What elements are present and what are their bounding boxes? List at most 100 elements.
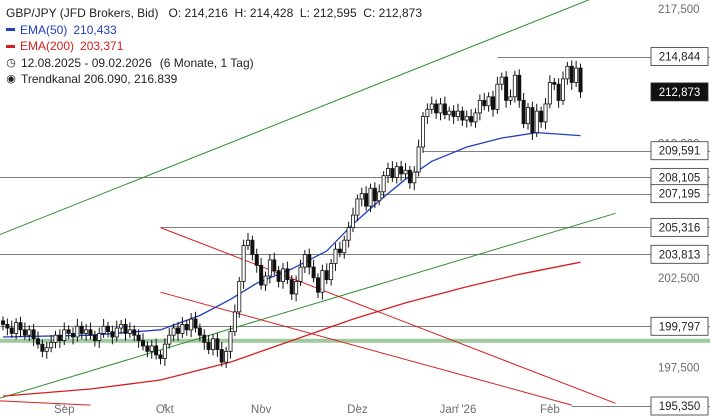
candle — [154, 338, 159, 360]
candle-body — [232, 311, 237, 333]
ema50-value: 210,433 — [73, 22, 117, 37]
level-label-4: 205,316 — [650, 217, 709, 237]
candle-body — [517, 74, 522, 101]
candle — [9, 320, 14, 338]
candle-body — [197, 327, 202, 336]
candle — [539, 106, 544, 128]
candle — [267, 253, 272, 284]
candle — [44, 341, 49, 359]
candle-body — [44, 347, 49, 352]
candle — [88, 322, 93, 340]
candle-body — [447, 110, 452, 116]
candle — [180, 317, 185, 338]
candle-body — [539, 110, 544, 123]
candle — [377, 184, 382, 206]
candle — [259, 257, 264, 290]
candle-body — [149, 345, 154, 352]
candle-body — [92, 334, 97, 341]
candle-body — [355, 198, 360, 216]
candle — [442, 96, 447, 120]
candle — [486, 92, 491, 112]
level-label-5: 203,813 — [650, 244, 709, 264]
candle — [504, 71, 509, 108]
down-channel-lower — [160, 291, 572, 406]
candle — [425, 103, 430, 124]
candle-body — [377, 191, 382, 202]
candle — [512, 70, 517, 103]
candle-body — [123, 324, 128, 334]
candle — [18, 316, 23, 338]
current-price-label-box — [650, 82, 709, 102]
candle-body — [315, 277, 320, 293]
candle — [385, 162, 390, 184]
candle-body — [359, 193, 364, 200]
candle — [315, 273, 320, 299]
candle-body — [158, 354, 163, 359]
legend-ema50[interactable]: EMA(50) 210,433 — [6, 22, 422, 39]
candle — [464, 110, 469, 128]
candles-layer — [0, 60, 583, 368]
trend-channel-lower — [0, 212, 616, 399]
period-detail: (6 Monate, 1 Tag) — [159, 55, 254, 70]
candle — [333, 243, 338, 271]
candle — [543, 98, 548, 130]
candle-body — [97, 333, 102, 341]
trend-lines-layer — [0, 0, 616, 406]
candle — [482, 93, 487, 111]
candle — [565, 61, 570, 85]
candle-body — [241, 245, 246, 282]
ema200-value: 203,371 — [80, 39, 124, 53]
level-label-7-box — [650, 396, 709, 416]
candle — [197, 323, 202, 342]
candle — [175, 322, 180, 341]
candle-body — [79, 325, 84, 334]
candle-body — [101, 325, 106, 334]
candle — [114, 320, 119, 342]
candle — [132, 325, 137, 342]
candle — [517, 69, 522, 108]
ema200-swatch — [6, 44, 15, 48]
candle-body — [451, 110, 456, 117]
candle-body — [228, 331, 233, 352]
candle — [79, 321, 84, 340]
candle-body — [57, 334, 62, 341]
level-label-0: 214,844 — [650, 47, 709, 66]
candle-body — [285, 268, 290, 281]
candle-body — [259, 264, 264, 286]
candle-body — [442, 103, 447, 116]
level-label-0-box — [650, 47, 709, 66]
candle-body — [381, 175, 386, 193]
candle-body — [429, 103, 434, 110]
candle — [302, 250, 307, 273]
candle — [530, 101, 535, 140]
candle-body — [106, 325, 111, 333]
candle-body — [0, 320, 6, 325]
candle — [499, 72, 504, 91]
candle — [552, 77, 557, 91]
candle — [224, 346, 229, 368]
candle — [31, 323, 36, 347]
candle — [92, 330, 97, 347]
candle — [381, 171, 386, 198]
candle — [149, 340, 154, 359]
candle-body — [561, 78, 566, 101]
candle — [438, 98, 443, 121]
candle-body — [311, 266, 316, 279]
down-channel-upper — [160, 227, 616, 404]
candle — [394, 162, 399, 184]
candle — [71, 327, 76, 345]
legend-ema200[interactable]: EMA(200) 203,371 — [6, 38, 422, 55]
candle-body — [337, 248, 342, 254]
candle — [447, 106, 452, 121]
candle — [342, 235, 347, 259]
candle-body — [320, 270, 325, 293]
candle — [574, 60, 579, 87]
candle — [210, 334, 215, 356]
candle-body — [403, 169, 408, 175]
candle — [469, 109, 474, 127]
candle — [57, 329, 62, 348]
candle — [127, 322, 132, 338]
candle — [263, 271, 268, 291]
candle — [27, 325, 32, 342]
